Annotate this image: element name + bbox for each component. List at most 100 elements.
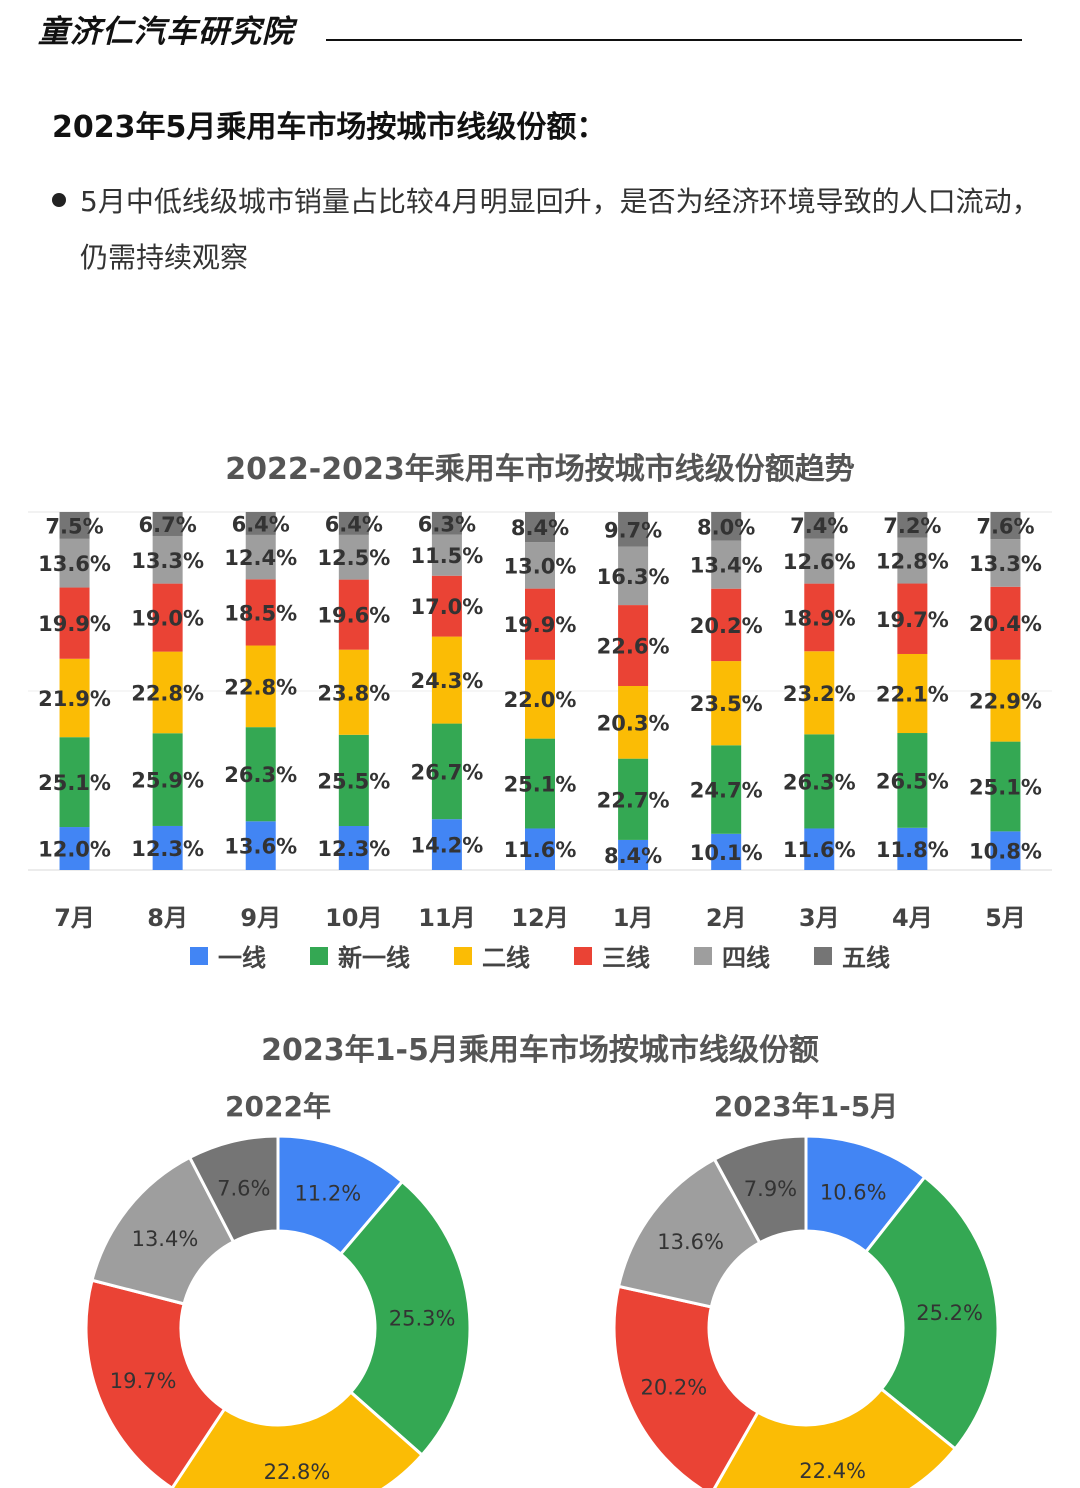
legend-label: 新一线 [338, 944, 410, 972]
bar-segment [245, 534, 276, 580]
bar-segment [990, 539, 1021, 587]
bar-segment [59, 827, 90, 870]
bar-segment [59, 658, 90, 738]
bar-segment [711, 833, 742, 870]
bar-segment [990, 586, 1021, 660]
bar-segment [245, 512, 276, 535]
data-label: 11.8% [876, 838, 949, 862]
legend-swatch [574, 946, 592, 965]
slice-label: 13.4% [132, 1227, 199, 1251]
bar-segment [618, 839, 649, 870]
bar-segment [525, 738, 555, 829]
data-label: 7.4% [790, 514, 848, 538]
bar-segment [990, 659, 1021, 742]
data-label: 23.2% [783, 682, 856, 706]
legend-item: 四线 [694, 938, 770, 973]
bar-segment [431, 512, 462, 535]
data-label: 7.2% [883, 514, 941, 538]
bar-segment [525, 512, 555, 543]
data-label: 13.3% [969, 552, 1042, 576]
bar-segment [338, 649, 369, 735]
data-label: 21.9% [38, 687, 111, 711]
bar-segment [338, 734, 369, 827]
bar-segment [897, 583, 928, 654]
data-label: 22.6% [597, 635, 670, 659]
slice-label: 7.9% [744, 1177, 797, 1201]
data-label: 6.4% [325, 512, 383, 536]
data-label: 19.0% [131, 607, 204, 631]
bar-segment [897, 827, 928, 870]
data-label: 8.0% [697, 515, 755, 539]
bar-segment [525, 828, 555, 870]
slice-label: 7.6% [217, 1177, 270, 1201]
x-tick-label: 4月 [892, 904, 933, 930]
donut-slice [187, 1134, 280, 1244]
slice-label: 11.2% [294, 1181, 361, 1205]
bar-segment [59, 512, 90, 539]
data-label: 26.5% [876, 769, 949, 793]
stacked-bar-chart: 2022-2023年乘用车市场按城市线级份额趋势 12.0% 25.1% 21.9% 1… [28, 452, 1052, 930]
slice-label: 22.8% [264, 1460, 331, 1484]
bar-segment [338, 512, 369, 535]
bar-segment [338, 826, 369, 870]
bar-segment [431, 636, 462, 724]
bar-chart-title: 2022-2023年乘用车市场按城市线级份额趋势 [225, 452, 854, 487]
bar-segment [245, 727, 276, 822]
data-label: 6.7% [139, 513, 197, 537]
bar-segment [152, 512, 183, 536]
bar-segment [152, 825, 183, 870]
bar-segment [804, 651, 835, 735]
data-label: 19.6% [317, 604, 390, 628]
bar-segment [338, 579, 369, 650]
data-label: 6.3% [418, 512, 476, 536]
x-tick-label: 11月 [418, 904, 475, 930]
bar-segment [711, 661, 742, 746]
bar-segment [804, 828, 835, 870]
legend-swatch [454, 946, 472, 965]
data-label: 16.3% [597, 565, 670, 589]
data-label: 7.6% [976, 515, 1034, 539]
bar-segment [431, 534, 462, 576]
bar-segment [711, 512, 742, 541]
legend-swatch [814, 946, 832, 965]
legend-label: 三线 [602, 944, 650, 972]
bar-segment [711, 588, 742, 662]
bar-segment [152, 535, 183, 584]
slice-label: 19.7% [110, 1369, 177, 1393]
donut-slice [170, 1390, 425, 1488]
bar-segment [804, 583, 835, 652]
bar-segment [990, 831, 1021, 870]
data-label: 10.1% [690, 841, 763, 865]
bullet-text: 5月中低线级城市销量占比较4月明显回升，是否为经济环境导致的人口流动，仍需持续观… [80, 185, 1040, 274]
donut-slice [612, 1284, 760, 1488]
data-label: 24.3% [410, 669, 483, 693]
data-label: 14.2% [410, 834, 483, 858]
bar-segment [59, 538, 90, 588]
header: 童济仁汽车研究院 [38, 6, 1022, 50]
bar-segment [525, 542, 555, 589]
data-label: 22.7% [597, 788, 670, 812]
slice-label: 20.2% [641, 1375, 708, 1399]
donut-title: 2022年 [225, 1090, 331, 1123]
data-label: 22.8% [224, 675, 297, 699]
bar-segment [897, 512, 928, 538]
legend-swatch [694, 946, 712, 965]
chart-legend: 一线 新一线 二线 三线 四线 五线 [0, 938, 1080, 973]
bullet-dot-icon [52, 193, 66, 207]
legend-label: 四线 [722, 944, 770, 972]
x-tick-label: 7月 [54, 904, 95, 930]
data-label: 9.7% [604, 518, 662, 542]
donut-title: 2023年1-5月 [714, 1090, 899, 1123]
slice-label: 25.3% [389, 1307, 456, 1331]
data-label: 8.4% [604, 844, 662, 868]
legend-item: 一线 [190, 938, 266, 973]
data-label: 25.1% [504, 773, 577, 797]
data-label: 8.4% [511, 516, 569, 540]
x-tick-label: 2月 [706, 904, 747, 930]
legend-swatch [190, 946, 208, 965]
data-label: 25.1% [38, 771, 111, 795]
legend-label: 五线 [842, 944, 890, 972]
slice-label: 10.6% [820, 1180, 887, 1204]
data-label: 11.6% [783, 838, 856, 862]
donut-charts: 2023年1-5月乘用车市场按城市线级份额 2022年 11.2% 25.3% 22.8… [84, 1033, 1000, 1488]
